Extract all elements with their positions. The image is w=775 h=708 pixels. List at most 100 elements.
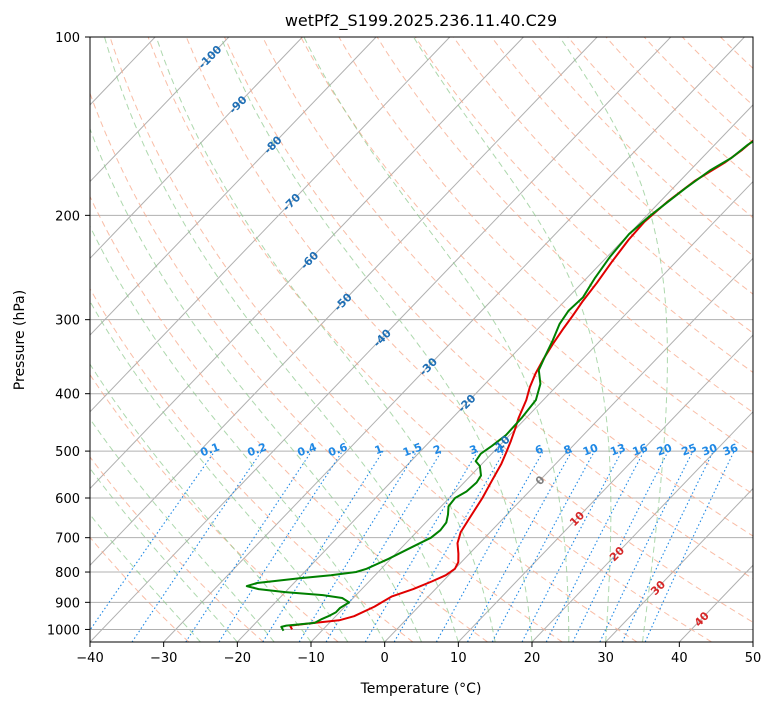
isotherm-line: [163, 37, 745, 642]
y-axis-ticks: 100 200 300 400 500 600 700 800 900 1000: [47, 31, 90, 638]
dry-adiabat-line: [414, 37, 753, 374]
moist-adiabat-line: [104, 37, 459, 642]
dry-adiabat-line: [90, 195, 488, 642]
mixing-ratio-labels: 0.1 0.2 0.4 0.6 1 1.5 2 3 4 6 8 10 13 16 20 25 30 36: [199, 440, 741, 459]
isotherm-line: [236, 104, 753, 642]
mixing-ratio-line: [90, 450, 216, 632]
x-tick-label: 50: [745, 651, 762, 666]
moist-adiabat-line: [90, 363, 312, 642]
dry-adiabats: [90, 37, 753, 642]
mixing-ratio-label: 10: [581, 441, 600, 459]
isotherm-line: [90, 37, 451, 413]
y-tick-label: 700: [55, 532, 80, 547]
mixing-ratio-line: [599, 450, 694, 642]
x-tick-label: −10: [297, 651, 324, 666]
moist-adiabat-line: [90, 127, 422, 642]
moist-adiabat-line: [90, 467, 238, 642]
x-axis-ticks: −40 −30 −20 −10 0 10 20 30 40 50: [76, 642, 761, 666]
mixing-ratio-label: 1.5: [401, 440, 424, 459]
dry-adiabat-line: [90, 456, 264, 642]
moist-adiabats: [90, 37, 668, 642]
y-tick-label: 200: [55, 209, 80, 224]
isotherm-line: [531, 411, 753, 642]
mixing-ratio-line: [298, 450, 418, 642]
mixing-ratio-label: 1: [373, 442, 385, 457]
y-tick-label: 300: [55, 314, 80, 329]
y-axis-label: Pressure (hPa): [12, 290, 28, 390]
x-tick-label: 0: [381, 651, 389, 666]
dry-adiabat-line: [567, 37, 753, 219]
mixing-ratio-line: [467, 450, 573, 642]
mixing-ratio-line: [262, 450, 384, 642]
mixing-ratio-label: 0.2: [246, 440, 269, 459]
dry-adiabat-line: [224, 37, 753, 580]
x-axis-label: Temperature (°C): [360, 681, 482, 697]
isotherm-line: [90, 37, 303, 260]
mixing-ratio-line: [364, 450, 479, 642]
y-tick-label: 600: [55, 492, 80, 507]
moist-adiabat-line: [559, 37, 668, 642]
x-tick-label: −40: [76, 651, 103, 666]
x-tick-label: 30: [597, 651, 614, 666]
mixing-ratio-label: 8: [562, 442, 574, 457]
mixing-ratio-label: 0.6: [327, 440, 350, 459]
x-tick-label: 20: [524, 651, 541, 666]
moist-adiabat-line: [90, 300, 349, 642]
isotherm-line: [605, 487, 753, 642]
mixing-ratio-label: 0.1: [199, 440, 222, 459]
isotherm-line: [90, 37, 598, 566]
mixing-ratio-line: [644, 450, 735, 642]
dry-adiabat-line: [185, 37, 753, 623]
isotherm-line: [384, 257, 753, 642]
dry-adiabat-line: [605, 37, 753, 181]
chart-title: wetPf2_S199.2025.236.11.40.C29: [285, 11, 557, 31]
mixing-ratio-line: [491, 450, 595, 642]
y-tick-label: 100: [55, 31, 80, 46]
mixing-ratio-label: 0.4: [296, 440, 319, 459]
isotherm-line: [90, 37, 524, 490]
isotherm-line: [90, 37, 377, 336]
x-tick-label: 10: [450, 651, 467, 666]
dewpoint-profile-line: [245, 140, 753, 632]
mixing-ratio-lines: [90, 450, 735, 642]
x-tick-label: −30: [150, 651, 177, 666]
moist-adiabat-line: [90, 418, 275, 642]
mixing-ratio-line: [218, 450, 343, 642]
dry-adiabat-line: [90, 91, 563, 642]
mixing-ratio-line: [393, 450, 505, 642]
y-tick-label: 400: [55, 388, 80, 403]
dry-adiabat-line: [147, 37, 712, 642]
mixing-ratio-line: [621, 450, 714, 642]
dry-adiabat-line: [529, 37, 753, 257]
y-tick-label: 800: [55, 566, 80, 581]
plot-frame: [89, 36, 754, 643]
mixing-ratio-label: 36: [721, 441, 740, 459]
mixing-ratio-line: [325, 450, 443, 642]
mixing-ratio-label: 16: [631, 441, 650, 459]
mixing-ratio-label: 3: [468, 442, 480, 457]
moist-adiabat-line: [220, 37, 533, 642]
gridlines: [90, 37, 753, 630]
x-tick-label: 40: [671, 651, 688, 666]
y-tick-label: 500: [55, 445, 80, 460]
mixing-ratio-label: 6: [533, 442, 545, 457]
y-tick-label: 1000: [47, 623, 80, 638]
isotherm-line: [90, 37, 230, 183]
y-tick-label: 900: [55, 596, 80, 611]
mixing-ratio-label: 25: [680, 441, 699, 458]
isotherm-line: [457, 334, 753, 642]
mixing-ratio-label: 4: [494, 442, 506, 457]
dry-adiabat-line: [109, 37, 638, 642]
mixing-ratio-label: 20: [655, 441, 674, 459]
moist-adiabat-line: [413, 37, 612, 642]
x-tick-label: −20: [224, 651, 251, 666]
moist-adiabat-line: [155, 37, 496, 642]
profile-lines: [245, 139, 753, 632]
mixing-ratio-label: 30: [700, 441, 719, 459]
moist-adiabat-line: [90, 225, 386, 642]
mixing-ratio-line: [131, 450, 263, 642]
moist-adiabat-line: [303, 37, 570, 642]
mixing-ratio-label: 13: [608, 441, 627, 458]
